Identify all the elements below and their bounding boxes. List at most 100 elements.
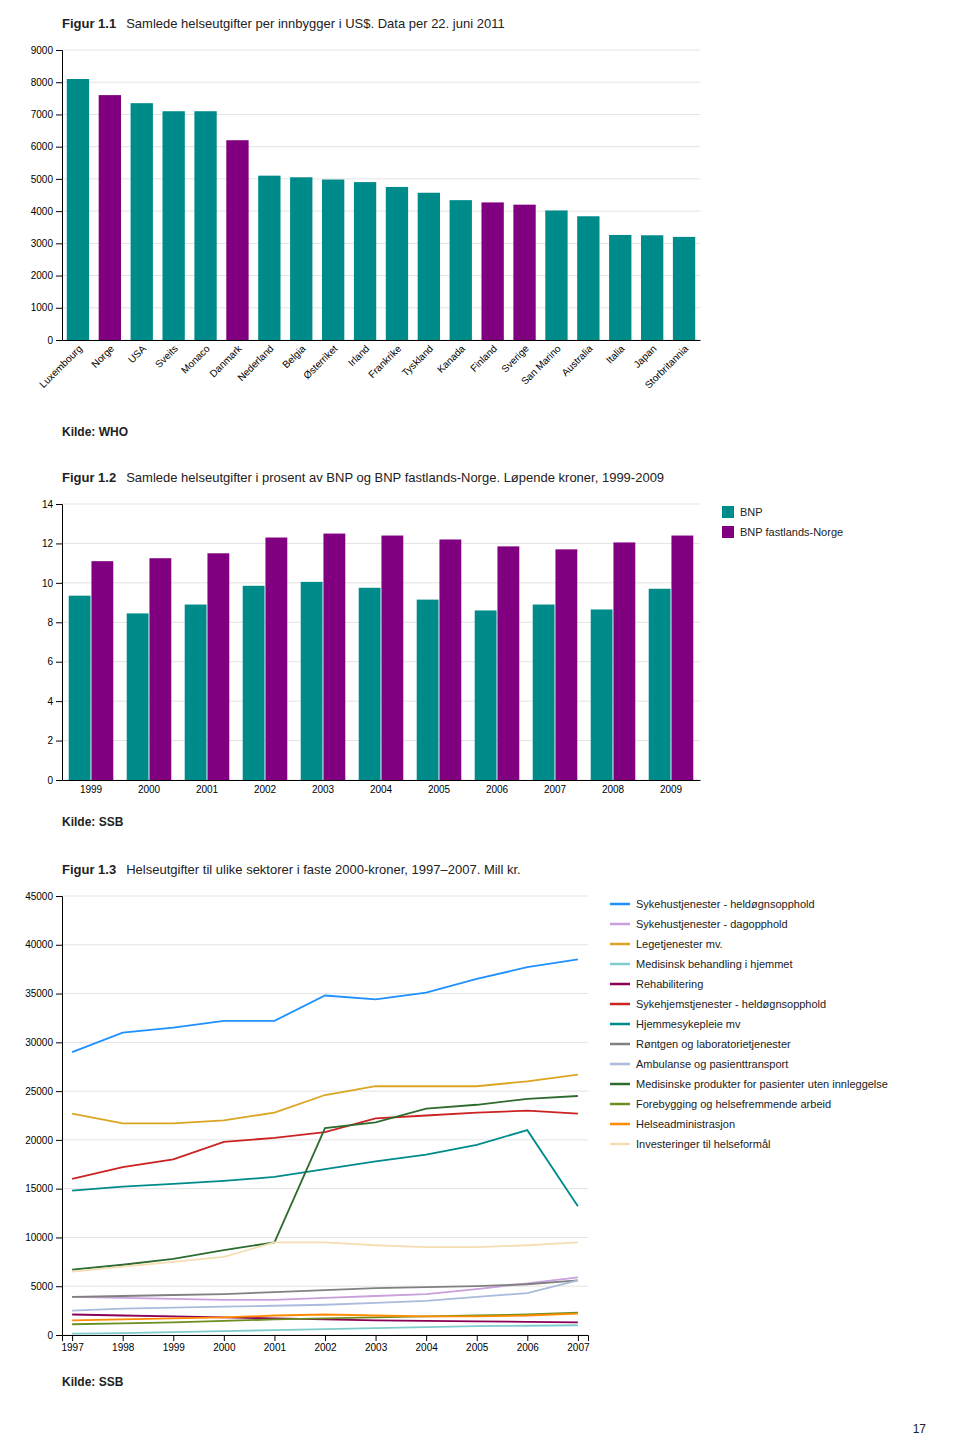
y-tick-label: 0 [47, 335, 53, 346]
y-tick-label: 9000 [31, 45, 54, 56]
bar [99, 95, 121, 340]
line-series [72, 959, 578, 1052]
legend-item: Rehabilitering [610, 978, 703, 990]
x-tick: 2008 [602, 784, 625, 795]
y-tick: 8 [47, 617, 62, 628]
grid [62, 50, 700, 340]
title: Figur 1.2 [62, 470, 116, 485]
legend-swatch [610, 1123, 630, 1126]
bar [450, 200, 472, 340]
x-tick: Tyskland [400, 343, 436, 379]
grid-line [62, 275, 700, 276]
grid-line [62, 1237, 588, 1238]
legend-label: Sykehustjenester - heldøgnsopphold [636, 898, 815, 910]
bar [323, 534, 345, 780]
y-tick-mark [56, 1237, 62, 1238]
title: Figur 1.1 [62, 16, 116, 31]
x-tick-label: 2001 [264, 1342, 287, 1353]
line-series [72, 1313, 578, 1325]
y-axis: 0500010000150002000025000300003500040000… [25, 891, 62, 1341]
legend-label: Røntgen og laboratorietjenester [636, 1038, 791, 1050]
legend-label: Helseadministrasjon [636, 1118, 735, 1130]
x-tick-mark [274, 1335, 275, 1341]
x-tick: 2003 [312, 784, 335, 795]
page-number: 17 [913, 1422, 927, 1436]
y-tick-label: 10000 [25, 1232, 53, 1243]
legend-item: Sykehjemstjenester - heldøgnsopphold [610, 998, 826, 1010]
grid-line [62, 114, 700, 115]
grid-line [62, 896, 588, 897]
page: Figur 1.1Samlede helseutgifter per innby… [0, 0, 960, 1449]
title: Figur 1.3 [62, 862, 116, 877]
bar [162, 111, 184, 340]
legend-label: Rehabilitering [636, 978, 703, 990]
bar [354, 182, 376, 340]
legend-label: Investeringer til helseformål [636, 1138, 771, 1150]
x-tick-label: 2000 [138, 784, 161, 795]
legend-item: Investeringer til helseformål [610, 1138, 771, 1150]
bar [613, 542, 635, 780]
x-tick-mark [325, 1335, 326, 1341]
x-tick: San Marino [519, 343, 563, 387]
source: Kilde: SSB [62, 1375, 124, 1389]
bar [69, 596, 91, 780]
y-tick-mark [56, 82, 62, 83]
y-tick-mark [56, 1140, 62, 1141]
y-tick-label: 2000 [31, 270, 54, 281]
x-tick-label: 1997 [61, 1342, 84, 1353]
grid-line [62, 543, 700, 544]
bar [243, 586, 265, 780]
y-tick: 10000 [25, 1232, 62, 1243]
y-tick: 9000 [31, 45, 62, 56]
x-tick: Storbritannia [643, 343, 691, 391]
bar [555, 549, 577, 780]
y-tick-mark [56, 1042, 62, 1043]
legend-item: Legetjenester mv. [610, 938, 723, 950]
y-axis: 02468101214 [42, 499, 63, 786]
grid-line [62, 1139, 588, 1140]
bar [258, 176, 280, 340]
y-tick-label: 0 [47, 775, 53, 786]
y-tick-label: 30000 [25, 1037, 53, 1048]
legend-item: Medisinsk behandling i hjemmet [610, 958, 793, 970]
y-tick-mark [56, 114, 62, 115]
grid-line [62, 307, 700, 308]
x-tick: Nederland [235, 343, 275, 383]
x-tick: 2001 [196, 784, 219, 795]
legend-label: Medisinsk behandling i hjemmet [636, 958, 793, 970]
legend: BNPBNP fastlands-Norge [722, 506, 843, 538]
line-series [72, 1280, 578, 1310]
y-tick: 12 [42, 538, 62, 549]
y-tick-mark [56, 211, 62, 212]
y-tick-label: 0 [47, 1330, 53, 1341]
x-tick-label: Italia [604, 343, 627, 366]
bar [497, 546, 519, 780]
bar [194, 111, 216, 340]
y-tick: 4000 [31, 206, 62, 217]
source: Kilde: SSB [62, 815, 124, 829]
legend-label: Ambulanse og pasienttransport [636, 1058, 788, 1070]
legend-swatch [610, 943, 630, 946]
bar-series [91, 534, 693, 780]
x-tick-mark [224, 1335, 225, 1341]
legend-swatch [610, 1083, 630, 1086]
y-tick-label: 1000 [31, 302, 54, 313]
x-tick: Østerriket [301, 343, 340, 382]
x-tick: 1999 [163, 1335, 186, 1353]
y-axis-line [56, 51, 63, 341]
bar [577, 216, 599, 340]
x-tick-label: Finland [468, 343, 499, 374]
x-tick: 1998 [112, 1335, 135, 1353]
x-tick-mark [477, 1335, 478, 1341]
y-tick-label: 7000 [31, 109, 54, 120]
line-series [72, 1096, 578, 1270]
grid-line [62, 1042, 588, 1043]
y-tick-label: 10 [42, 578, 54, 589]
y-tick-mark [56, 1335, 62, 1336]
y-tick-label: 4000 [31, 206, 54, 217]
y-tick-mark [56, 994, 62, 995]
y-tick: 14 [42, 499, 62, 510]
grid-line [62, 178, 700, 179]
x-tick-label: 2003 [312, 784, 335, 795]
y-axis-line [56, 505, 63, 781]
